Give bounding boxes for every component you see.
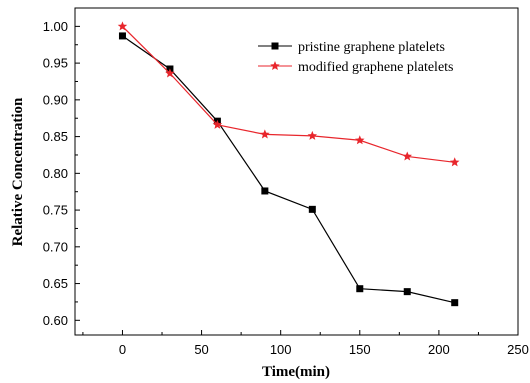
y-tick-label: 0.95 xyxy=(43,56,68,71)
y-tick-label: 0.60 xyxy=(43,313,68,328)
y-tick-label: 1.00 xyxy=(43,19,68,34)
x-tick-label: 200 xyxy=(428,342,450,357)
data-point xyxy=(117,21,128,31)
data-point xyxy=(403,288,411,296)
y-tick-label: 0.90 xyxy=(43,92,68,107)
data-point xyxy=(261,187,269,195)
series-line-1 xyxy=(122,25,455,163)
y-tick-label: 0.80 xyxy=(43,166,68,181)
x-axis-title: Time(min) xyxy=(262,364,330,380)
legend-marker-modified xyxy=(270,61,280,71)
data-point xyxy=(260,129,270,139)
y-axis-title: Relative Concentration xyxy=(10,97,26,246)
y-tick-label: 0.65 xyxy=(43,276,68,291)
data-point xyxy=(451,299,459,307)
x-tick-label: 0 xyxy=(119,342,126,357)
y-axis-ticks: 0.60 0.65 0.70 0.75 0.80 0.85 0.90 0.95 1.00 xyxy=(43,19,80,328)
data-point xyxy=(308,205,316,213)
data-point xyxy=(449,157,460,167)
x-tick-label: 150 xyxy=(349,342,371,357)
y-tick-label: 0.75 xyxy=(43,203,68,218)
legend-marker-pristine xyxy=(271,42,279,50)
x-tick-label: 50 xyxy=(194,342,208,357)
data-point xyxy=(355,135,365,145)
data-point xyxy=(307,130,318,140)
legend-label-modified: modified graphene platelets xyxy=(298,60,454,75)
series-line-0 xyxy=(122,35,455,304)
x-tick-label: 250 xyxy=(507,342,529,357)
series-layer xyxy=(117,21,460,307)
data-point xyxy=(118,32,126,40)
data-point xyxy=(212,119,223,129)
legend-label-pristine: pristine graphene platelets xyxy=(298,40,445,55)
x-tick-label: 100 xyxy=(270,342,292,357)
data-point xyxy=(356,285,364,293)
legend: pristine graphene platelets modified gra… xyxy=(258,40,454,75)
plot-frame xyxy=(74,7,519,336)
x-axis-ticks: 0 50 100 150 200 250 xyxy=(82,330,529,357)
y-tick-label: 0.85 xyxy=(43,129,68,144)
data-point xyxy=(402,151,413,161)
data-point xyxy=(165,68,175,78)
y-tick-label: 0.70 xyxy=(43,239,68,254)
